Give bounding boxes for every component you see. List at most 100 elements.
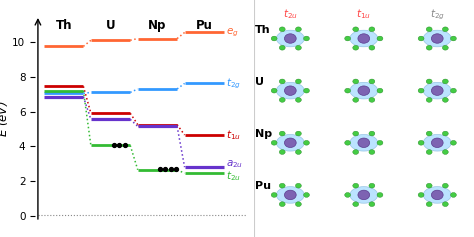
Circle shape <box>450 88 456 93</box>
Ellipse shape <box>358 138 370 147</box>
Circle shape <box>279 150 285 154</box>
Circle shape <box>279 45 285 50</box>
Ellipse shape <box>276 82 304 99</box>
Circle shape <box>279 183 285 188</box>
Ellipse shape <box>350 135 378 151</box>
Text: U: U <box>106 19 115 32</box>
Circle shape <box>353 131 359 136</box>
Circle shape <box>271 36 277 41</box>
Circle shape <box>450 192 456 197</box>
Circle shape <box>345 36 351 41</box>
Circle shape <box>426 183 432 188</box>
Text: Pu: Pu <box>196 19 213 32</box>
Circle shape <box>295 131 301 136</box>
Ellipse shape <box>276 187 304 203</box>
Ellipse shape <box>284 138 296 147</box>
Circle shape <box>295 202 301 206</box>
Circle shape <box>303 140 310 145</box>
Text: Np: Np <box>148 19 167 32</box>
Circle shape <box>271 140 277 145</box>
Circle shape <box>369 45 375 50</box>
Circle shape <box>369 183 375 188</box>
Text: $t_{2g}$: $t_{2g}$ <box>226 76 241 91</box>
Ellipse shape <box>423 82 451 99</box>
Ellipse shape <box>358 34 370 43</box>
Circle shape <box>279 79 285 84</box>
Text: Th: Th <box>255 25 271 35</box>
Text: Pu: Pu <box>255 181 271 191</box>
Circle shape <box>418 36 424 41</box>
Circle shape <box>353 97 359 102</box>
Circle shape <box>353 150 359 154</box>
Circle shape <box>442 150 448 154</box>
Circle shape <box>369 79 375 84</box>
Text: $t_{1u}$: $t_{1u}$ <box>226 128 241 142</box>
Circle shape <box>295 97 301 102</box>
Circle shape <box>450 140 456 145</box>
Circle shape <box>353 202 359 206</box>
Text: $a_{2u}$: $a_{2u}$ <box>226 158 244 170</box>
Circle shape <box>295 79 301 84</box>
Circle shape <box>369 131 375 136</box>
Circle shape <box>418 88 424 93</box>
Circle shape <box>279 27 285 32</box>
Circle shape <box>442 45 448 50</box>
Circle shape <box>442 202 448 206</box>
Circle shape <box>303 36 310 41</box>
Circle shape <box>345 140 351 145</box>
Circle shape <box>295 183 301 188</box>
Circle shape <box>377 36 383 41</box>
Y-axis label: $E$ (eV): $E$ (eV) <box>0 100 9 137</box>
Circle shape <box>369 97 375 102</box>
Ellipse shape <box>431 190 443 200</box>
Circle shape <box>295 150 301 154</box>
Circle shape <box>442 131 448 136</box>
Circle shape <box>369 150 375 154</box>
Circle shape <box>377 192 383 197</box>
Text: Th: Th <box>55 19 72 32</box>
Ellipse shape <box>423 135 451 151</box>
Ellipse shape <box>358 190 370 200</box>
Ellipse shape <box>284 34 296 43</box>
Circle shape <box>295 45 301 50</box>
Circle shape <box>426 150 432 154</box>
Ellipse shape <box>358 86 370 95</box>
Ellipse shape <box>350 30 378 47</box>
Circle shape <box>271 192 277 197</box>
Circle shape <box>353 27 359 32</box>
Circle shape <box>303 192 310 197</box>
Ellipse shape <box>276 30 304 47</box>
Circle shape <box>450 36 456 41</box>
Circle shape <box>426 202 432 206</box>
Ellipse shape <box>431 34 443 43</box>
Ellipse shape <box>431 86 443 95</box>
Circle shape <box>279 97 285 102</box>
Circle shape <box>426 27 432 32</box>
Text: $t_{1u}$: $t_{1u}$ <box>356 7 371 21</box>
Text: $t_{2u}$: $t_{2u}$ <box>226 169 241 183</box>
Ellipse shape <box>423 187 451 203</box>
Circle shape <box>353 45 359 50</box>
Circle shape <box>442 79 448 84</box>
Circle shape <box>279 202 285 206</box>
Circle shape <box>426 97 432 102</box>
Ellipse shape <box>350 82 378 99</box>
Circle shape <box>442 183 448 188</box>
Circle shape <box>345 192 351 197</box>
Circle shape <box>279 131 285 136</box>
Circle shape <box>418 140 424 145</box>
Circle shape <box>426 79 432 84</box>
Ellipse shape <box>423 30 451 47</box>
Ellipse shape <box>276 135 304 151</box>
Text: $e_g$: $e_g$ <box>226 26 239 39</box>
Circle shape <box>369 27 375 32</box>
Circle shape <box>353 183 359 188</box>
Circle shape <box>295 27 301 32</box>
Circle shape <box>369 202 375 206</box>
Ellipse shape <box>350 187 378 203</box>
Ellipse shape <box>284 86 296 95</box>
Ellipse shape <box>284 190 296 200</box>
Circle shape <box>377 88 383 93</box>
Text: $t_{2g}$: $t_{2g}$ <box>430 7 445 22</box>
Circle shape <box>426 45 432 50</box>
